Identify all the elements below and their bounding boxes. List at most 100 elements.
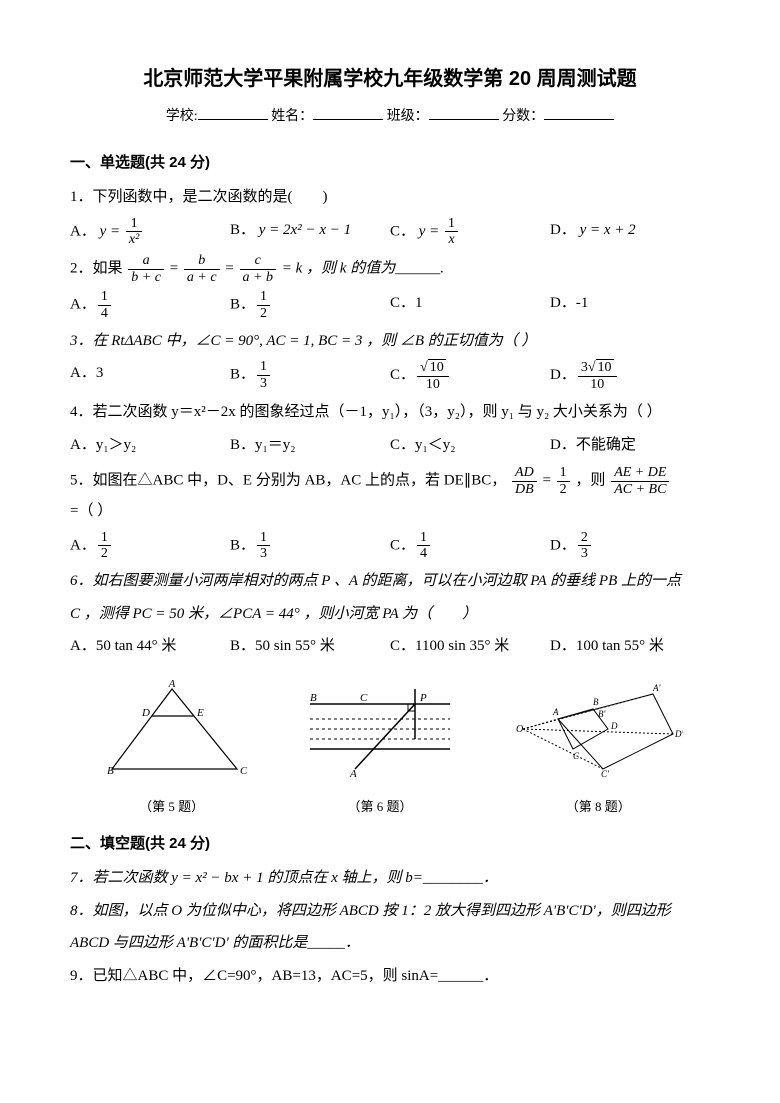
q2-option-d: D．-1 bbox=[550, 289, 710, 321]
figure-8-svg: O A B C D A' B' C' D' bbox=[513, 679, 683, 779]
q2-f3d: a + b bbox=[240, 269, 276, 285]
q5-d-d: 3 bbox=[578, 545, 591, 561]
class-label: 班级： bbox=[387, 109, 429, 124]
svg-text:C: C bbox=[360, 692, 368, 704]
svg-text:P: P bbox=[419, 692, 427, 704]
q6-line1: 6．如右图要测量小河两岸相对的两点 P 、A 的距离，可以在小河边取 PA 的垂… bbox=[70, 567, 710, 596]
q6-option-c: C．1100 sin 35° 米 bbox=[390, 632, 550, 661]
q2-f1d: b + c bbox=[128, 269, 164, 285]
q3-c-pre: C． bbox=[390, 367, 415, 383]
q5-f3d: AC + BC bbox=[611, 481, 669, 497]
figure-5-caption: （第 5 题） bbox=[97, 795, 247, 820]
q5-b-d: 3 bbox=[257, 545, 270, 561]
q5-f2n: 1 bbox=[557, 465, 570, 480]
q3-text: 3．在 RtΔABC 中，∠C = 90°, AC = 1, BC = 3 ，则… bbox=[70, 327, 710, 356]
q4-option-b: B．y₁＝y₂ bbox=[230, 431, 390, 460]
section1-header: 一、单选题(共 24 分) bbox=[70, 149, 710, 178]
name-label: 姓名： bbox=[271, 109, 313, 124]
q2-a-d: 4 bbox=[98, 305, 111, 321]
q2-f3n: c bbox=[240, 253, 276, 268]
svg-text:O: O bbox=[516, 724, 523, 735]
q9-text: 9．已知△ABC 中，∠C=90°，AB=13，AC=5，则 sinA=____… bbox=[70, 962, 710, 991]
q3-c-d: 10 bbox=[417, 376, 449, 392]
school-blank bbox=[198, 105, 268, 120]
q5-f1d: DB bbox=[512, 481, 537, 497]
q5-d-n: 2 bbox=[578, 530, 591, 545]
q7-text: 7．若二次函数 y = x² − bx + 1 的顶点在 x 轴上，则 b=__… bbox=[70, 864, 710, 893]
q3-option-b: B．13 bbox=[230, 359, 390, 392]
q2-b-d: 2 bbox=[257, 305, 270, 321]
q4-option-a: A．y₁＞y₂ bbox=[70, 431, 230, 460]
q5-d-pre: D． bbox=[550, 537, 576, 553]
q5-option-c: C．14 bbox=[390, 530, 550, 562]
q3-option-c: C．√1010 bbox=[390, 359, 550, 392]
q2-option-a: A．14 bbox=[70, 289, 230, 321]
q3-option-d: D．3√1010 bbox=[550, 359, 710, 392]
q2-f1n: a bbox=[128, 253, 164, 268]
q6-option-b: B．50 sin 55° 米 bbox=[230, 632, 390, 661]
q1-c-den: x bbox=[445, 231, 458, 247]
q2-text: 2．如果 ab + c = ba + c = ca + b = k ，则 k 的… bbox=[70, 253, 710, 285]
q5-f1n: AD bbox=[512, 465, 537, 480]
score-blank bbox=[544, 105, 614, 120]
q1-a-num: 1 bbox=[126, 216, 142, 231]
figure-5-svg: A B C D E bbox=[97, 679, 247, 779]
q2-eq2: = bbox=[225, 261, 233, 277]
svg-text:C: C bbox=[240, 765, 247, 777]
q3-d-d: 10 bbox=[578, 376, 617, 392]
q1-option-a: A． y = 1x² bbox=[70, 216, 230, 248]
q1-d-prefix: D． bbox=[550, 222, 576, 238]
q5-pre: 5．如图在△ABC 中，D、E 分别为 AB，AC 上的点，若 DE∥BC， bbox=[70, 473, 506, 489]
figure-6-svg: B C P A bbox=[300, 679, 460, 779]
q4-text: 4．若二次函数 y＝x²－2x 的图象经过点（－1，y₁），（3，y₂），则 y… bbox=[70, 398, 710, 427]
q5-c-n: 1 bbox=[417, 530, 430, 545]
svg-text:E: E bbox=[196, 707, 204, 719]
q3-d-n: 3√10 bbox=[578, 359, 617, 375]
q5-option-a: A．12 bbox=[70, 530, 230, 562]
q8b-inner: ABCD 与四边形 A'B'C'D' 的面积比是_____． bbox=[70, 935, 360, 951]
q5-options: A．12 B．13 C．14 D．23 bbox=[70, 530, 710, 562]
q6-options: A．50 tan 44° 米 B．50 sin 55° 米 C．1100 sin… bbox=[70, 632, 710, 661]
q2-tail: = k ，则 k 的值为______. bbox=[282, 261, 444, 277]
q4-options: A．y₁＞y₂ B．y₁＝y₂ C．y₁＜y₂ D．不能确定 bbox=[70, 431, 710, 460]
svg-text:C': C' bbox=[601, 769, 610, 779]
q2-option-b: B．12 bbox=[230, 289, 390, 321]
q8a-inner: 8．如图，以点 O 为位似中心，将四边形 ABCD 按 1：2 放大得到四边形 … bbox=[70, 903, 671, 919]
q3-b-d: 3 bbox=[257, 375, 270, 391]
svg-text:A: A bbox=[552, 707, 559, 717]
q5-a-pre: A． bbox=[70, 537, 96, 553]
q5-text: 5．如图在△ABC 中，D、E 分别为 AB，AC 上的点，若 DE∥BC， A… bbox=[70, 465, 710, 525]
q5-option-d: D．23 bbox=[550, 530, 710, 562]
q5-f2d: 2 bbox=[557, 481, 570, 497]
figure-6-caption: （第 6 题） bbox=[300, 795, 460, 820]
q6-line2: C ，测得 PC = 50 米，∠PCA = 44° ，则小河宽 PA 为（ ） bbox=[70, 600, 710, 629]
q1-b-prefix: B． bbox=[230, 222, 255, 238]
q2-a-n: 1 bbox=[98, 289, 111, 304]
q1-option-b: B． y = 2x² − x − 1 bbox=[230, 216, 390, 248]
q3-c-n: √10 bbox=[417, 359, 449, 375]
svg-text:B: B bbox=[107, 765, 114, 777]
q5-c-d: 4 bbox=[417, 545, 430, 561]
svg-text:B: B bbox=[310, 692, 317, 704]
svg-text:A: A bbox=[349, 768, 357, 779]
q8-text-a: 8．如图，以点 O 为位似中心，将四边形 ABCD 按 1：2 放大得到四边形 … bbox=[70, 897, 710, 926]
svg-text:D': D' bbox=[674, 729, 683, 739]
q1-d-eq: y = x + 2 bbox=[580, 222, 636, 238]
q2-a-pre: A． bbox=[70, 296, 96, 312]
q5-b-n: 1 bbox=[257, 530, 270, 545]
q1-options: A． y = 1x² B． y = 2x² − x − 1 C． y = 1x … bbox=[70, 216, 710, 248]
q1-option-c: C． y = 1x bbox=[390, 216, 550, 248]
school-label: 学校: bbox=[166, 109, 198, 124]
q1-c-prefix: C． bbox=[390, 223, 415, 239]
q5-b-pre: B． bbox=[230, 537, 255, 553]
info-line: 学校: 姓名： 班级： 分数： bbox=[70, 104, 710, 131]
q5-f3n: AE + DE bbox=[611, 465, 669, 480]
figure-6: B C P A （第 6 题） bbox=[300, 679, 460, 820]
q1-c-eq: y = bbox=[419, 223, 440, 239]
svg-text:D: D bbox=[141, 707, 150, 719]
q4-option-c: C．y₁＜y₂ bbox=[390, 431, 550, 460]
q5-a-n: 1 bbox=[98, 530, 111, 545]
svg-text:A': A' bbox=[652, 683, 661, 693]
figure-5: A B C D E （第 5 题） bbox=[97, 679, 247, 820]
q5-mid: ，则 bbox=[575, 473, 605, 489]
